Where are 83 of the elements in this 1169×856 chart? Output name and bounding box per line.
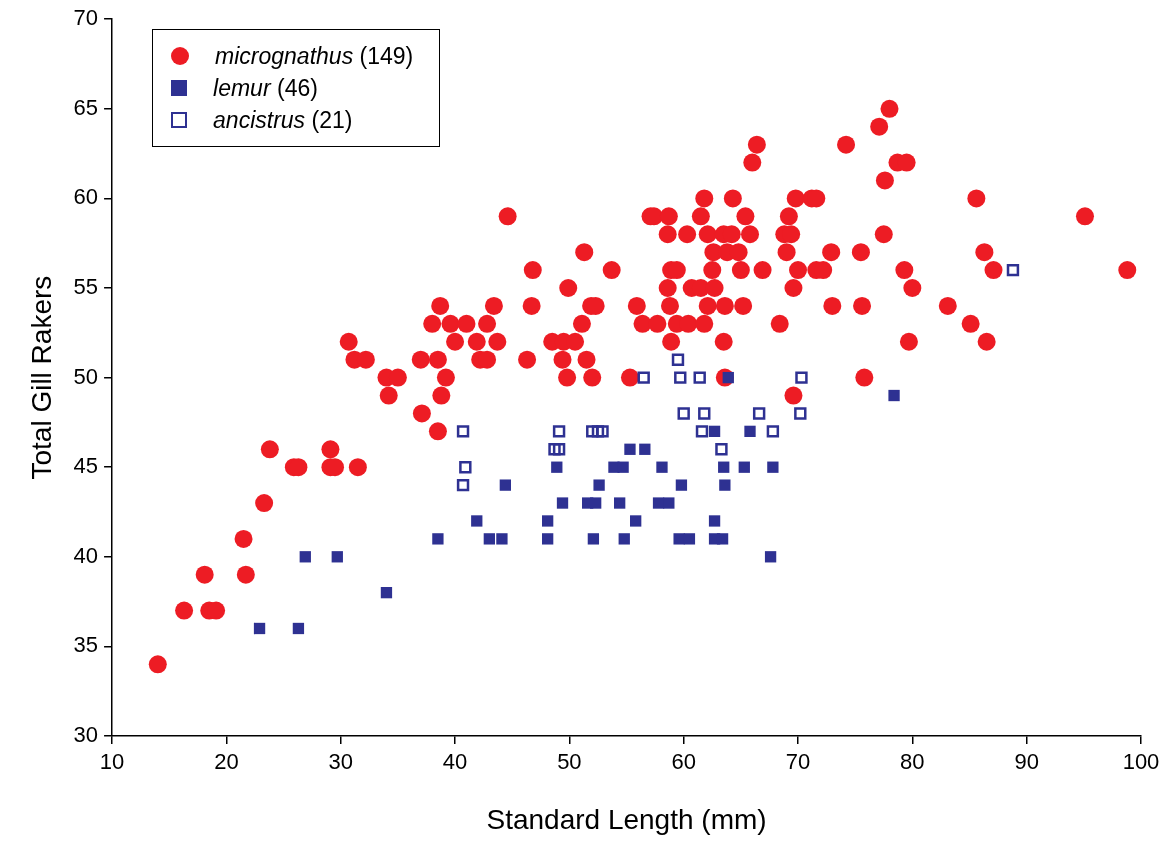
point <box>617 461 629 473</box>
legend-label: lemur (46) <box>213 74 318 104</box>
y-tick-label: 50 <box>73 363 99 389</box>
x-tick-label: 80 <box>900 749 925 775</box>
point <box>456 425 470 438</box>
point <box>618 533 630 545</box>
point <box>299 551 311 563</box>
point <box>541 533 554 545</box>
y-tick-label: 60 <box>73 184 99 210</box>
point <box>719 479 731 491</box>
point <box>253 622 266 635</box>
point <box>471 515 483 527</box>
point <box>716 533 729 545</box>
y-tick-label: 70 <box>73 5 99 31</box>
point <box>552 443 566 456</box>
point <box>496 533 508 545</box>
point <box>541 515 554 527</box>
point <box>677 407 690 420</box>
x-tick-label: 70 <box>785 749 811 775</box>
point <box>587 533 600 545</box>
x-axis-title: Standard Length (mm) <box>486 803 767 835</box>
point <box>292 622 305 635</box>
point <box>593 479 605 491</box>
point <box>715 443 728 456</box>
x-tick-label: 10 <box>99 749 125 775</box>
y-tick-label: 35 <box>73 632 99 658</box>
point <box>663 497 675 509</box>
point <box>888 389 900 402</box>
point <box>794 407 807 420</box>
x-tick-label: 30 <box>328 749 353 775</box>
point <box>591 425 605 438</box>
y-tick-label: 30 <box>73 722 99 748</box>
point <box>718 461 730 473</box>
point <box>637 371 650 384</box>
point <box>695 425 709 438</box>
point <box>459 461 472 474</box>
point <box>744 425 756 438</box>
point <box>708 425 721 438</box>
point <box>499 479 512 491</box>
x-tick-label: 90 <box>1014 749 1039 775</box>
point <box>766 425 780 438</box>
point <box>456 478 470 492</box>
x-tick-label: 40 <box>442 749 468 775</box>
point <box>432 533 444 545</box>
point <box>752 407 766 420</box>
y-tick-label: 45 <box>73 453 99 479</box>
point <box>708 515 721 527</box>
point <box>380 586 393 599</box>
point <box>795 371 808 384</box>
point <box>673 533 685 545</box>
point <box>738 461 750 473</box>
y-tick-label: 65 <box>73 94 99 120</box>
point <box>551 461 563 473</box>
point <box>767 461 779 473</box>
point <box>683 533 696 545</box>
y-tick-label: 55 <box>73 274 99 300</box>
x-tick-label: 50 <box>557 749 582 775</box>
y-tick-label: 40 <box>73 542 99 568</box>
point <box>674 371 687 384</box>
legend-label: micrognathus (149) <box>215 42 414 72</box>
y-axis-title: Total Gill Rakers <box>25 275 57 480</box>
x-tick-label: 60 <box>671 749 696 775</box>
point <box>675 479 688 491</box>
point <box>548 443 561 456</box>
point <box>639 443 651 455</box>
point <box>614 497 626 509</box>
legend-label: ancistrus (21) <box>213 106 353 136</box>
point <box>764 551 777 563</box>
point <box>630 515 642 527</box>
point <box>656 461 668 473</box>
x-tick-label: 100 <box>1122 749 1160 775</box>
x-tick-label: 20 <box>214 749 239 775</box>
point <box>552 425 566 438</box>
point <box>483 533 495 545</box>
point <box>331 551 343 563</box>
point <box>652 497 665 509</box>
point <box>624 443 636 455</box>
point <box>556 497 569 509</box>
point <box>698 407 711 420</box>
point <box>671 353 685 366</box>
point <box>590 497 602 509</box>
point <box>1006 263 1020 277</box>
point <box>693 371 706 384</box>
